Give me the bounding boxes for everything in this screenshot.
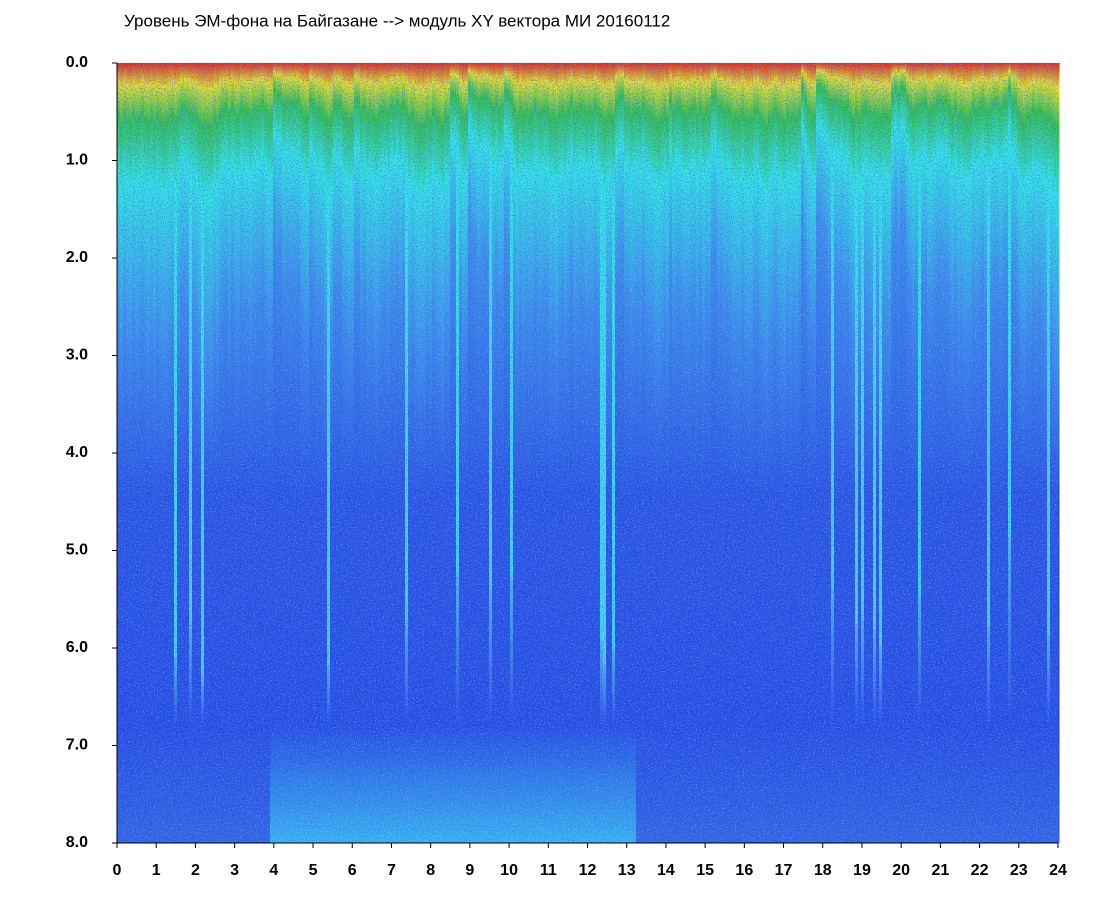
- x-tick-label: 15: [696, 862, 714, 879]
- y-tick-label: 7.0: [66, 737, 88, 754]
- x-tick-label: 7: [387, 862, 396, 879]
- y-tick-label: 6.0: [66, 639, 88, 656]
- x-tick-label: 19: [853, 862, 871, 879]
- x-tick-label: 13: [618, 862, 636, 879]
- y-tick-label: 5.0: [66, 542, 88, 559]
- x-tick-label: 21: [931, 862, 949, 879]
- x-tick-label: 11: [540, 862, 557, 879]
- x-tick-label: 1: [152, 862, 161, 879]
- x-tick-label: 2: [191, 862, 200, 879]
- x-tick-label: 10: [500, 862, 518, 879]
- x-tick-label: 24: [1049, 862, 1067, 879]
- x-tick-label: 5: [309, 862, 318, 879]
- x-tick-label: 22: [971, 862, 989, 879]
- y-tick-label: 8.0: [66, 834, 88, 851]
- axes: 0.01.02.03.04.05.06.07.08.00 1 2 3 4 5 6 7 8 9 10 1…: [66, 54, 1067, 879]
- x-tick-label: 6: [348, 862, 357, 879]
- noise-overlay: [117, 63, 1058, 843]
- x-tick-label: 23: [1010, 862, 1028, 879]
- y-tick-label: 4.0: [66, 444, 88, 461]
- x-tick-label: 8: [426, 862, 435, 879]
- x-tick-label: 12: [579, 862, 597, 879]
- y-tick-label: 2.0: [66, 249, 88, 266]
- y-tick-label: 3.0: [66, 347, 88, 364]
- y-tick-label: 1.0: [66, 152, 88, 169]
- x-tick-label: 16: [735, 862, 753, 879]
- x-tick-label: 14: [657, 862, 675, 879]
- x-tick-label: 20: [892, 862, 910, 879]
- x-tick-label: 4: [269, 862, 278, 879]
- y-tick-label: 0.0: [66, 54, 88, 71]
- chart-title: Уровень ЭМ-фона на Байгазане --> модуль …: [124, 11, 670, 30]
- x-tick-label: 17: [775, 862, 793, 879]
- x-tick-label: 9: [465, 862, 474, 879]
- x-tick-label: 3: [230, 862, 239, 879]
- x-tick-label: 18: [814, 862, 832, 879]
- x-tick-label: 0: [113, 862, 122, 879]
